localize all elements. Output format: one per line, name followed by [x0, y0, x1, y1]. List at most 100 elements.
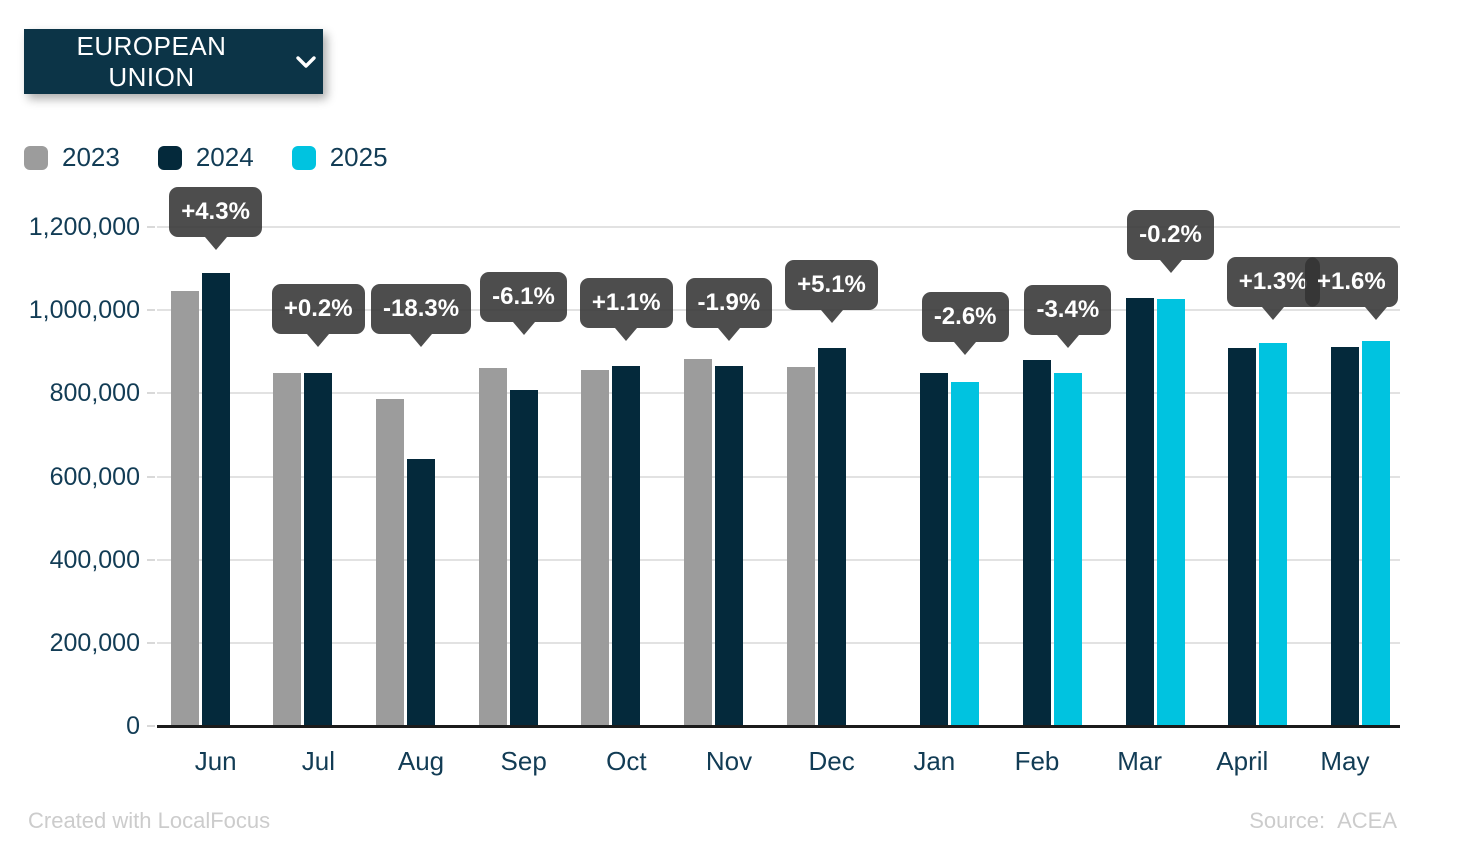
change-tooltip-Sep: -6.1% [480, 272, 567, 322]
bar-2024-Mar[interactable] [1125, 297, 1154, 726]
region-selector-label: EUROPEAN UNION [76, 30, 227, 92]
x-axis-label-Jan: Jan [913, 746, 956, 776]
tooltip-pointer [410, 334, 433, 347]
change-tooltip-Jun: +4.3% [169, 187, 262, 237]
change-tooltip-Aug: -18.3% [371, 284, 472, 334]
y-axis-label: 1,200,000 [28, 213, 140, 241]
bar-2024-Sep[interactable] [509, 390, 538, 726]
bar-2024-Aug[interactable] [407, 458, 436, 726]
change-tooltip-April: +1.3% [1226, 257, 1320, 307]
tooltip-pointer [954, 342, 977, 355]
credit-text: Created with LocalFocus [28, 808, 271, 833]
legend-item-2025[interactable]: 2025 [291, 142, 388, 173]
bar-2024-April[interactable] [1228, 347, 1257, 726]
bar-2023-Jul[interactable] [273, 373, 302, 726]
y-axis-tick [147, 725, 155, 727]
x-axis-label-May: May [1320, 746, 1370, 776]
y-axis-label: 1,000,000 [28, 296, 140, 325]
tooltip-pointer [204, 237, 227, 250]
bar-2024-Dec[interactable] [817, 348, 846, 726]
change-tooltip-Feb: -3.4% [1024, 285, 1112, 335]
x-axis-label-Dec: Dec [808, 746, 855, 776]
tooltip-pointer [1262, 307, 1285, 320]
change-tooltip-Oct: +1.1% [579, 278, 673, 328]
change-tooltip-Jul: +0.2% [271, 284, 365, 334]
tooltip-pointer [820, 310, 843, 323]
source-text: Source: ACEA [1249, 808, 1397, 834]
x-axis-label-April: April [1216, 746, 1269, 776]
bar-2025-May[interactable] [1361, 340, 1390, 726]
y-axis-tick [147, 392, 155, 395]
tooltip-pointer [1159, 260, 1182, 273]
change-tooltip-Nov: -1.9% [685, 278, 773, 328]
bar-2023-Dec[interactable] [786, 366, 815, 726]
bar-2023-Oct[interactable] [581, 370, 610, 726]
y-axis-tick [147, 475, 155, 478]
x-axis-label-Jul: Jul [301, 746, 335, 776]
change-tooltip-May: +1.6% [1305, 257, 1398, 307]
x-axis-label-Mar: Mar [1117, 746, 1163, 776]
bar-2023-Nov[interactable] [684, 359, 712, 726]
change-tooltip-Dec: +5.1% [785, 260, 878, 310]
y-axis-label: 200,000 [49, 628, 140, 657]
bar-2024-Jan[interactable] [920, 372, 949, 726]
change-tooltip-Mar: -0.2% [1127, 210, 1214, 260]
y-axis-label: 600,000 [49, 462, 140, 491]
bar-2025-Jan[interactable] [951, 381, 980, 726]
y-axis-tick [147, 558, 155, 561]
bar-2023-Jun[interactable] [170, 291, 199, 726]
bar-2025-Feb[interactable] [1053, 372, 1082, 726]
gridline [157, 475, 1400, 478]
bar-2024-Feb[interactable] [1022, 360, 1051, 726]
y-axis-tick [147, 226, 155, 228]
bar-2023-Sep[interactable] [478, 368, 507, 726]
tooltip-pointer [718, 328, 740, 341]
x-axis-label-Feb: Feb [1014, 746, 1060, 776]
bar-2024-Oct[interactable] [612, 365, 641, 726]
bar-2023-Aug[interactable] [376, 398, 405, 726]
legend-swatch-2024 [157, 145, 182, 170]
y-axis-tick [147, 309, 155, 312]
legend-label: 2023 [62, 142, 120, 172]
change-tooltip-Jan: -2.6% [921, 292, 1009, 342]
y-axis-label: 800,000 [49, 379, 140, 408]
gridline [157, 558, 1400, 561]
x-axis-label-Nov: Nov [705, 746, 753, 776]
y-axis-label: 400,000 [49, 545, 140, 574]
gridline [157, 226, 1400, 228]
source-value: ACEA [1337, 808, 1397, 833]
y-axis-label: 0 [126, 712, 140, 740]
gridline [157, 392, 1400, 395]
chevron-down-icon [295, 55, 317, 69]
tooltip-pointer [1056, 335, 1079, 348]
tooltip-pointer [1364, 307, 1387, 320]
bar-2024-Jul[interactable] [304, 372, 333, 726]
bar-2025-April[interactable] [1259, 342, 1288, 726]
legend-item-2023[interactable]: 2023 [24, 142, 120, 173]
x-axis-label-Sep: Sep [500, 746, 547, 776]
region-selector-button[interactable]: EUROPEAN UNION [24, 29, 323, 94]
legend-label: 2024 [195, 142, 254, 172]
y-axis-tick [147, 641, 155, 644]
x-axis-line [157, 725, 1400, 728]
x-axis-label-Aug: Aug [397, 746, 445, 776]
bar-2024-Jun[interactable] [201, 272, 230, 726]
legend-swatch-2023 [24, 145, 48, 170]
bar-2024-May[interactable] [1330, 347, 1359, 726]
legend: 2023 2024 2025 [24, 142, 388, 173]
x-axis-label-Oct: Oct [606, 746, 647, 776]
bar-2025-Mar[interactable] [1156, 298, 1185, 726]
legend-label: 2025 [329, 142, 388, 172]
source-label: Source: [1249, 808, 1326, 833]
tooltip-pointer [615, 328, 638, 341]
gridline [157, 641, 1400, 644]
legend-item-2024[interactable]: 2024 [157, 142, 254, 173]
x-axis-label-Jun: Jun [194, 746, 237, 776]
bar-2024-Nov[interactable] [715, 366, 743, 726]
gridline [157, 309, 1400, 312]
legend-swatch-2025 [291, 145, 316, 170]
tooltip-pointer [307, 334, 330, 347]
tooltip-pointer [512, 322, 535, 335]
